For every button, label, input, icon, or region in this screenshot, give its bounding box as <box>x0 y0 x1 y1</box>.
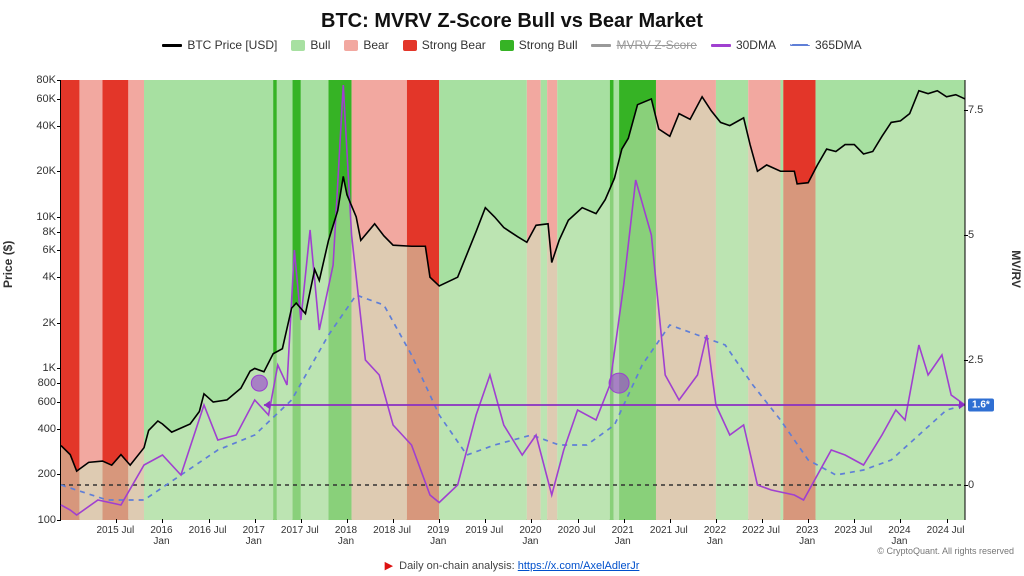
legend-btc-price: BTC Price [USD] <box>162 38 277 52</box>
legend-label: Strong Bear <box>422 38 486 52</box>
x-tick: 2020Jan <box>519 525 541 547</box>
footer: ▶ Daily on-chain analysis: https://x.com… <box>0 559 1024 572</box>
x-tick: 2016Jan <box>150 525 172 547</box>
legend-30dma: 30DMA <box>711 38 776 52</box>
y-right-tick: 2.5 <box>968 354 1018 366</box>
legend-365dma: 365DMA <box>790 38 862 52</box>
y-left-tick: 1K <box>6 362 56 374</box>
legend-line-icon <box>790 44 810 46</box>
legend-label: BTC Price [USD] <box>187 38 277 52</box>
chart-title: BTC: MVRV Z-Score Bull vs Bear Market <box>0 10 1024 33</box>
y-left-tick: 10K <box>6 211 56 223</box>
footer-link[interactable]: https://x.com/AxelAdlerJr <box>518 560 640 572</box>
legend-label: 365DMA <box>815 38 862 52</box>
x-tick: 2024 Jul <box>927 525 965 536</box>
legend-bear: Bear <box>344 38 388 52</box>
y-right-tick: 0 <box>968 479 1018 491</box>
legend-label: Bear <box>363 38 388 52</box>
legend-strong-bear: Strong Bear <box>403 38 486 52</box>
x-tick: 2021Jan <box>612 525 634 547</box>
x-tick: 2022 Jul <box>742 525 780 536</box>
x-tick: 2023 Jul <box>834 525 872 536</box>
y-right-tick: 5 <box>968 229 1018 241</box>
x-tick: 2018 Jul <box>373 525 411 536</box>
legend-line-icon <box>711 44 731 47</box>
footer-text: Daily on-chain analysis: <box>399 560 515 572</box>
legend-label: 30DMA <box>736 38 776 52</box>
chart-svg <box>61 80 964 519</box>
y-left-tick: 100 <box>6 514 56 526</box>
y-left-tick: 4K <box>6 271 56 283</box>
legend-label: Bull <box>310 38 330 52</box>
y-left-tick: 2K <box>6 317 56 329</box>
y-left-tick: 6K <box>6 244 56 256</box>
x-tick: 2019 Jul <box>465 525 503 536</box>
x-tick: 2016 Jul <box>189 525 227 536</box>
x-tick: 2024Jan <box>888 525 910 547</box>
y-left-tick: 8K <box>6 226 56 238</box>
legend-bull: Bull <box>291 38 330 52</box>
y-left-tick: 800 <box>6 377 56 389</box>
legend-strong-bull: Strong Bull <box>500 38 578 52</box>
y-left-tick: 600 <box>6 396 56 408</box>
legend-line-icon <box>591 44 611 47</box>
legend-label: Strong Bull <box>519 38 578 52</box>
x-tick: 2020 Jul <box>558 525 596 536</box>
value-badge: 1.6* <box>968 399 994 412</box>
y-left-tick: 400 <box>6 423 56 435</box>
copyright-text: © CryptoQuant. All rights reserved <box>877 546 1014 556</box>
y-left-tick: 200 <box>6 468 56 480</box>
flag-icon: ▶ <box>385 560 393 572</box>
y-left-tick: 20K <box>6 165 56 177</box>
x-tick: 2023Jan <box>796 525 818 547</box>
x-tick: 2022Jan <box>704 525 726 547</box>
y-left-tick: 80K <box>6 74 56 86</box>
y-right-tick: 7.5 <box>968 104 1018 116</box>
x-tick: 2017Jan <box>243 525 265 547</box>
x-tick: 2021 Jul <box>650 525 688 536</box>
legend: BTC Price [USD] Bull Bear Strong Bear St… <box>0 38 1024 52</box>
legend-swatch-icon <box>344 40 358 51</box>
x-tick: 2015 Jul <box>96 525 134 536</box>
legend-swatch-icon <box>291 40 305 51</box>
x-tick: 2019Jan <box>427 525 449 547</box>
chart-area <box>60 80 964 520</box>
legend-mvrv: MVRV Z-Score <box>591 38 696 52</box>
legend-swatch-icon <box>500 40 514 51</box>
y-left-tick: 60K <box>6 93 56 105</box>
y-left-tick: 40K <box>6 120 56 132</box>
legend-line-icon <box>162 44 182 47</box>
x-tick: 2018Jan <box>335 525 357 547</box>
legend-label: MVRV Z-Score <box>616 38 696 52</box>
x-tick: 2017 Jul <box>281 525 319 536</box>
legend-swatch-icon <box>403 40 417 51</box>
y-axis-right-label: MV/RV <box>1009 250 1023 288</box>
